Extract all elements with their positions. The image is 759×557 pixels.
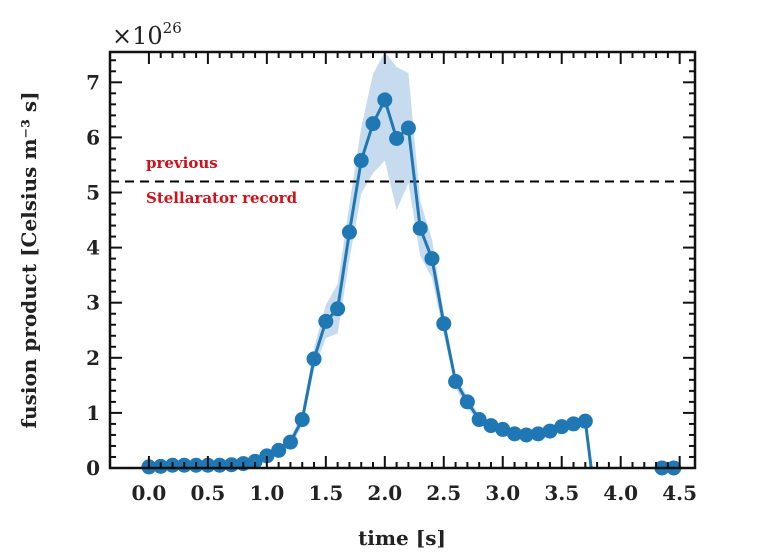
data-point: [389, 131, 405, 147]
data-point: [483, 418, 499, 434]
data-point: [495, 421, 511, 437]
series-line: [141, 92, 682, 476]
data-point: [554, 419, 570, 435]
data-point: [471, 412, 487, 428]
x-tick-label: 3.0: [485, 481, 520, 505]
y-tick-label: 7: [86, 70, 100, 94]
data-point: [377, 92, 393, 108]
y-tick-label: 1: [86, 401, 100, 425]
data-point: [530, 426, 546, 442]
annotation-previous: previous: [146, 154, 218, 172]
data-point: [518, 427, 534, 443]
y-tick-labels: 0 1 2 3 4 5 6 7: [86, 70, 100, 480]
x-tick-label: 0.5: [190, 481, 225, 505]
data-point: [294, 412, 310, 428]
y-tick-label: 0: [86, 456, 100, 480]
y-multiplier-exponent: 26: [163, 19, 182, 37]
uncertainty-band: [148, 52, 586, 468]
x-tick-label: 0.0: [132, 481, 167, 505]
error-band: [148, 52, 586, 468]
y-axis-label: fusion product [Celsius m⁻³ s]: [17, 91, 41, 428]
data-point: [424, 251, 440, 267]
data-point: [341, 224, 357, 240]
x-tick-label: 4.0: [603, 481, 638, 505]
annotation-stellarator-record: Stellarator record: [146, 189, 298, 207]
y-tick-label: 2: [86, 346, 100, 370]
data-point: [282, 434, 298, 450]
data-point: [306, 351, 322, 367]
data-point: [436, 316, 452, 332]
x-tick-label: 1.5: [308, 481, 343, 505]
x-tick-label: 3.5: [544, 481, 579, 505]
x-tick-label: 2.0: [367, 481, 402, 505]
x-tick-label: 4.5: [662, 481, 697, 505]
data-point: [566, 416, 582, 432]
y-tick-label: 5: [86, 181, 100, 205]
y-multiplier-base: ×10: [112, 22, 163, 50]
data-point: [400, 120, 416, 136]
plot-frame: [108, 50, 697, 470]
data-point: [247, 453, 263, 469]
data-point: [318, 313, 334, 329]
y-tick-label: 6: [86, 125, 100, 149]
data-point: [365, 116, 381, 132]
data-point: [448, 373, 464, 389]
x-tick-labels: 0.0 0.5 1.0 1.5 2.0 2.5 3.0 3.5 4.0 4.5: [132, 481, 698, 505]
data-point: [412, 220, 428, 236]
y-multiplier: ×1026: [112, 19, 182, 50]
data-point: [507, 426, 523, 442]
x-tick-label: 2.5: [426, 481, 461, 505]
y-tick-label: 4: [86, 236, 100, 260]
y-tick-label: 3: [86, 291, 100, 315]
data-point: [542, 423, 558, 439]
data-point: [259, 448, 275, 464]
x-tick-label: 1.0: [249, 481, 284, 505]
data-point: [459, 394, 475, 410]
data-point: [271, 442, 287, 458]
x-axis-label: time [s]: [358, 526, 446, 550]
data-point: [353, 153, 369, 169]
data-point: [330, 301, 346, 317]
data-point: [577, 413, 593, 429]
